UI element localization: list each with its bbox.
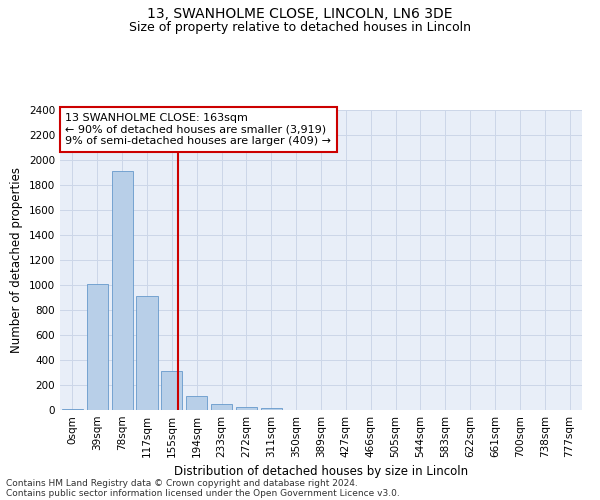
Text: 13, SWANHOLME CLOSE, LINCOLN, LN6 3DE: 13, SWANHOLME CLOSE, LINCOLN, LN6 3DE bbox=[147, 8, 453, 22]
Bar bbox=[261, 408, 282, 410]
Text: Size of property relative to detached houses in Lincoln: Size of property relative to detached ho… bbox=[129, 21, 471, 34]
Bar bbox=[186, 396, 207, 410]
Text: 13 SWANHOLME CLOSE: 163sqm
← 90% of detached houses are smaller (3,919)
9% of se: 13 SWANHOLME CLOSE: 163sqm ← 90% of deta… bbox=[65, 113, 331, 146]
Bar bbox=[236, 407, 257, 410]
Bar bbox=[161, 370, 182, 410]
X-axis label: Distribution of detached houses by size in Lincoln: Distribution of detached houses by size … bbox=[174, 466, 468, 478]
Text: Contains HM Land Registry data © Crown copyright and database right 2024.: Contains HM Land Registry data © Crown c… bbox=[6, 478, 358, 488]
Y-axis label: Number of detached properties: Number of detached properties bbox=[10, 167, 23, 353]
Bar bbox=[112, 171, 133, 410]
Bar bbox=[62, 409, 83, 410]
Text: Contains public sector information licensed under the Open Government Licence v3: Contains public sector information licen… bbox=[6, 488, 400, 498]
Bar bbox=[136, 296, 158, 410]
Bar bbox=[211, 404, 232, 410]
Bar bbox=[87, 284, 108, 410]
